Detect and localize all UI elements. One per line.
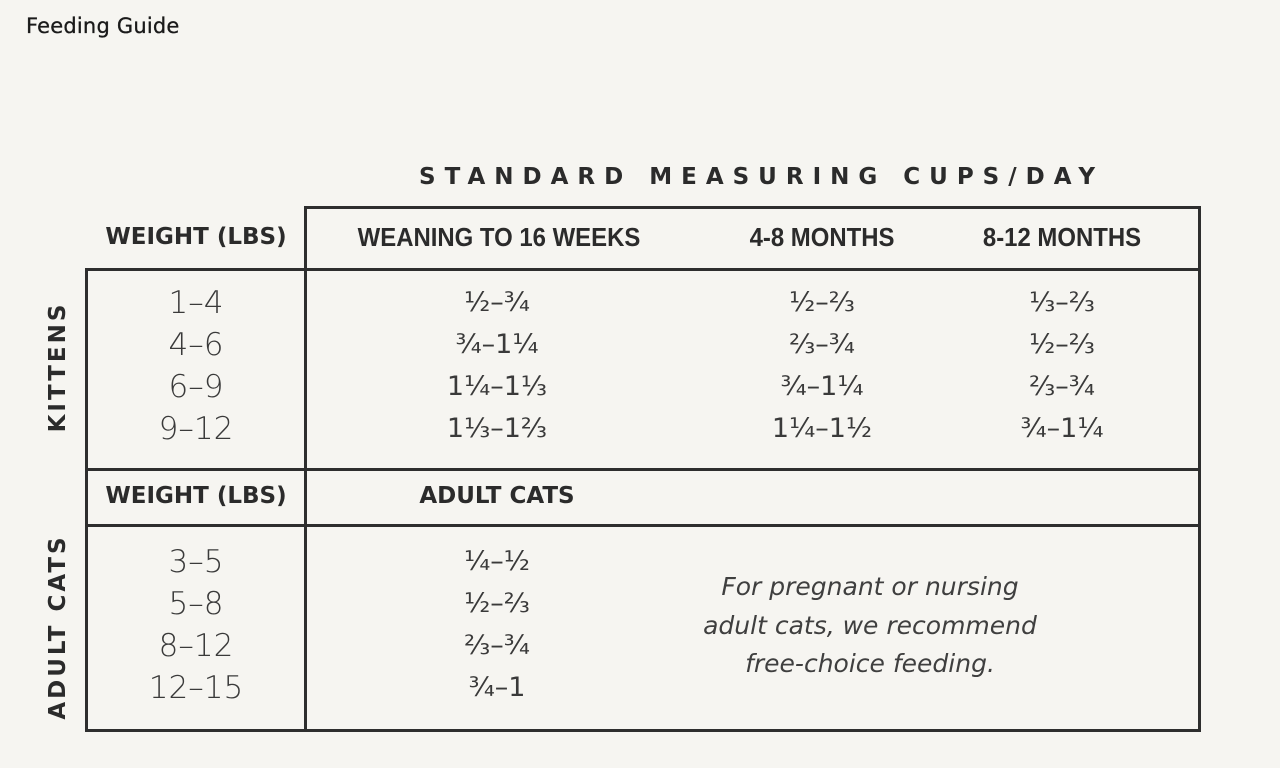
kitten-data-bottom-border <box>85 468 1201 471</box>
column-header-adult-cats: ADULT CATS <box>419 483 575 509</box>
kittens-weight-column: 1–4 4–6 6–9 9–12 <box>88 282 304 450</box>
adult-weight-cell: 5–8 <box>168 586 224 622</box>
page-title: Feeding Guide <box>26 14 180 38</box>
months-8-12-cell: ⅓–⅔ <box>1029 287 1095 318</box>
adult-header-bottom-border <box>85 524 1201 527</box>
adult-amount-column: ¼–½ ½–⅔ ⅔–¾ ¾–1 <box>397 541 597 709</box>
note-line: free-choice feeding. <box>745 649 995 678</box>
adult-weight-cell: 3–5 <box>168 544 224 580</box>
adult-weight-cell: 12–15 <box>148 670 244 706</box>
weight-column-divider <box>304 268 307 732</box>
months-8-12-cell: ⅔–¾ <box>1029 371 1095 402</box>
months-8-12-column: ⅓–⅔ ½–⅔ ⅔–¾ ¾–1¼ <box>962 282 1162 450</box>
adult-cats-side-label: ADULT CATS <box>45 534 71 720</box>
months-4-8-column: ½–⅔ ⅔–¾ ¾–1¼ 1¼–1½ <box>722 282 922 450</box>
months-4-8-cell: ¾–1¼ <box>780 371 864 402</box>
months-4-8-cell: ½–⅔ <box>789 287 855 318</box>
weaning-cell: ¾–1¼ <box>455 329 539 360</box>
note-line: For pregnant or nursing <box>721 572 1019 601</box>
column-header-weaning: WEANING TO 16 WEEKS <box>357 222 641 252</box>
weaning-cell: 1¼–1⅓ <box>446 371 548 402</box>
weight-column-divider-header <box>304 206 307 270</box>
kitten-weight-cell: 1–4 <box>168 285 224 321</box>
months-8-12-cell: ½–⅔ <box>1029 329 1095 360</box>
adult-weight-cell: 8–12 <box>158 628 234 664</box>
column-header-4-8-months: 4-8 MONTHS <box>749 222 895 252</box>
weaning-column: ½–¾ ¾–1¼ 1¼–1⅓ 1⅓–1⅔ <box>397 282 597 450</box>
months-8-12-cell: ¾–1¼ <box>1020 413 1104 444</box>
pregnant-nursing-note: For pregnant or nursing adult cats, we r… <box>640 568 1100 684</box>
table-supertitle: STANDARD MEASURING CUPS/DAY <box>419 164 1104 190</box>
table-border-top <box>304 206 1201 209</box>
kitten-weight-cell: 4–6 <box>168 327 224 363</box>
adult-weight-header: WEIGHT (LBS) <box>105 483 287 509</box>
kitten-weight-cell: 9–12 <box>158 411 234 447</box>
months-4-8-cell: 1¼–1½ <box>771 413 873 444</box>
adult-amount-cell: ¼–½ <box>464 546 530 577</box>
kitten-weight-cell: 6–9 <box>168 369 224 405</box>
kittens-side-label: KITTENS <box>45 301 71 433</box>
column-header-8-12-months: 8-12 MONTHS <box>982 222 1142 252</box>
kittens-weight-header: WEIGHT (LBS) <box>105 224 287 250</box>
weaning-cell: 1⅓–1⅔ <box>446 413 548 444</box>
kitten-header-bottom-border <box>85 268 1201 271</box>
weaning-cell: ½–¾ <box>464 287 530 318</box>
adult-amount-cell: ⅔–¾ <box>464 630 530 661</box>
months-4-8-cell: ⅔–¾ <box>789 329 855 360</box>
table-border-bottom <box>85 729 1201 732</box>
adult-amount-cell: ¾–1 <box>468 672 526 703</box>
note-line: adult cats, we recommend <box>703 610 1037 640</box>
adult-amount-cell: ½–⅔ <box>464 588 530 619</box>
table-border-left <box>85 268 88 732</box>
adult-weight-column: 3–5 5–8 8–12 12–15 <box>88 541 304 709</box>
